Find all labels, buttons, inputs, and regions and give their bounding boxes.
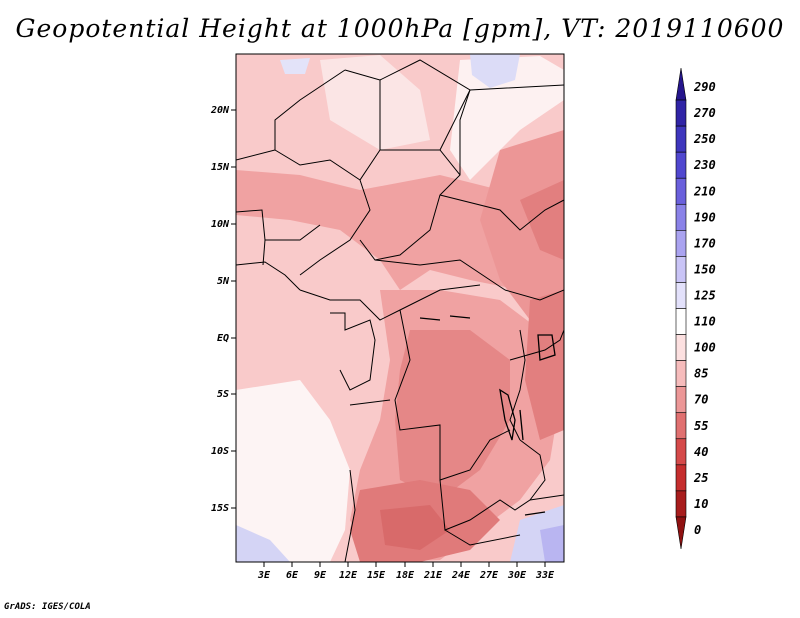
blue-patch-se2	[540, 525, 564, 562]
grads-credit: GrADS: IGES/COLA	[4, 602, 91, 612]
colorbar-label: 100	[694, 341, 716, 355]
colorbar-swatch	[675, 67, 687, 101]
colorbar-swatch	[675, 99, 687, 127]
colorbar-swatch	[675, 203, 687, 231]
colorbar-label: 85	[694, 367, 708, 381]
colorbar-label: 10	[694, 497, 708, 511]
colorbar-swatch	[675, 438, 687, 466]
colorbar-label: 290	[693, 80, 716, 94]
dark-pink-east-highlands	[525, 290, 564, 440]
colorbar-swatch	[675, 256, 687, 283]
lat-tick-label: 10N	[211, 219, 230, 230]
chart-title: Geopotential Height at 1000hPa [gpm], VT…	[15, 14, 785, 43]
colorbar-swatch	[675, 177, 687, 205]
colorbar-label: 270	[693, 106, 716, 120]
mid-pink-east	[480, 130, 564, 330]
lon-tick-label: 3E	[257, 570, 271, 581]
colorbar-label: 250	[693, 132, 716, 146]
colorbar-label: 25	[693, 471, 708, 485]
lat-tick-label: 10S	[211, 446, 229, 457]
colorbar-swatch	[675, 308, 687, 335]
white-region-north	[320, 55, 430, 150]
colorbar: 2902702502302101901701501251101008570554…	[675, 67, 716, 550]
colorbar-label: 230	[693, 158, 716, 172]
colorbar-label: 210	[693, 184, 716, 198]
lat-tick-label: 5S	[217, 389, 229, 400]
lon-tick-label: 18E	[396, 570, 415, 581]
colorbar-swatch	[675, 386, 687, 414]
lon-tick-label: 15E	[367, 570, 386, 581]
lon-tick-label: 12E	[339, 570, 358, 581]
colorbar-swatch	[675, 464, 687, 492]
lon-tick-label: 24E	[451, 570, 471, 581]
colorbar-label: 40	[694, 445, 708, 459]
colorbar-label: 190	[694, 210, 716, 224]
colorbar-label: 125	[694, 288, 716, 302]
lakes	[419, 315, 556, 516]
white-region-sw	[236, 380, 350, 562]
lat-tick-label: EQ	[217, 333, 229, 344]
deep-pink-core	[380, 505, 450, 550]
lat-axis: 20N 15N 10N 5N EQ 5S 10S 15S	[210, 105, 236, 514]
colorbar-swatch	[675, 516, 687, 550]
lat-tick-label: 20N	[210, 105, 230, 116]
colorbar-label: 170	[694, 236, 716, 250]
colorbar-label: 110	[694, 315, 716, 329]
lat-tick-label: 5N	[217, 276, 230, 287]
colorbar-label: 0	[694, 523, 701, 537]
lon-tick-label: 33E	[535, 570, 555, 581]
lon-axis: 3E 6E 9E 12E 15E 18E 21E 24E 27E 30E 33E	[257, 562, 555, 581]
colorbar-swatch	[675, 360, 687, 387]
lon-tick-label: 30E	[507, 570, 527, 581]
map-panel	[236, 54, 564, 562]
colorbar-swatch	[675, 282, 687, 309]
lat-tick-label: 15N	[211, 162, 230, 173]
colorbar-label: 150	[694, 262, 716, 276]
colorbar-label: 70	[694, 393, 708, 407]
blue-patch-ne	[470, 54, 520, 88]
map-frame	[235, 53, 565, 563]
colorbar-swatch	[675, 125, 687, 153]
lon-tick-label: 21E	[423, 570, 443, 581]
colorbar-swatch	[675, 151, 687, 179]
dark-pink-center	[395, 330, 510, 500]
lat-tick-label: 15S	[211, 503, 229, 514]
colorbar-label: 55	[694, 419, 708, 433]
country-borders	[236, 59, 564, 562]
colorbar-swatch	[675, 230, 687, 257]
blue-patch-nw	[280, 58, 310, 74]
lon-tick-label: 6E	[286, 570, 299, 581]
colorbar-swatch	[675, 334, 687, 361]
colorbar-swatch	[675, 412, 687, 440]
lon-tick-label: 9E	[314, 570, 327, 581]
lon-tick-label: 27E	[479, 570, 499, 581]
colorbar-swatch	[675, 490, 687, 518]
mid-pink-sahel	[236, 170, 564, 300]
dark-pink-ne	[520, 180, 564, 260]
blue-patch-sw	[236, 525, 290, 562]
